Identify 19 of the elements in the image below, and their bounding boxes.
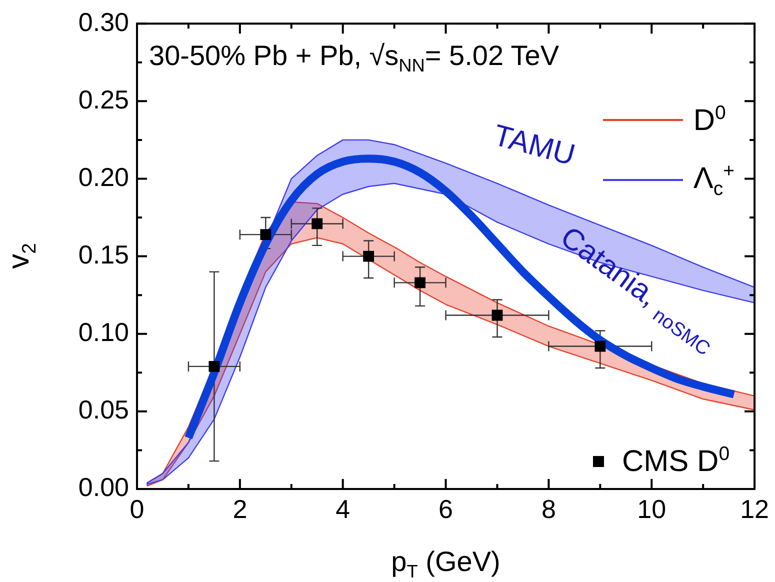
y-tick-label: 0.25 — [78, 84, 129, 114]
legend-label: D$^{0}$ — [693, 102, 726, 138]
y-tick-label: 0.05 — [78, 394, 129, 425]
y-tick-label: 0.15 — [78, 239, 129, 270]
x-tick-label: 0 — [130, 494, 144, 524]
x-tick-label: 10 — [637, 494, 666, 524]
x-tick-label: 12 — [740, 494, 769, 524]
annotation: TAMU — [490, 118, 578, 172]
y-tick-label: 0.20 — [78, 162, 129, 192]
legend-label: CMS D$^{0}$ — [622, 443, 730, 479]
y-tick-label: 0.30 — [78, 6, 129, 37]
x-tick-label: 8 — [541, 494, 556, 524]
x-axis-title: p$_{T}$ (GeV) — [391, 546, 500, 582]
x-tick-label: 6 — [438, 494, 454, 524]
y-tick-label: 0.00 — [78, 472, 129, 502]
annotation: 30-50% Pb + Pb, √s$_{NN}$= 5.02 TeV — [149, 40, 560, 76]
x-tick-label: 4 — [336, 494, 350, 524]
x-tick-label: 2 — [232, 494, 248, 524]
y-tick-label: 0.10 — [78, 317, 129, 348]
